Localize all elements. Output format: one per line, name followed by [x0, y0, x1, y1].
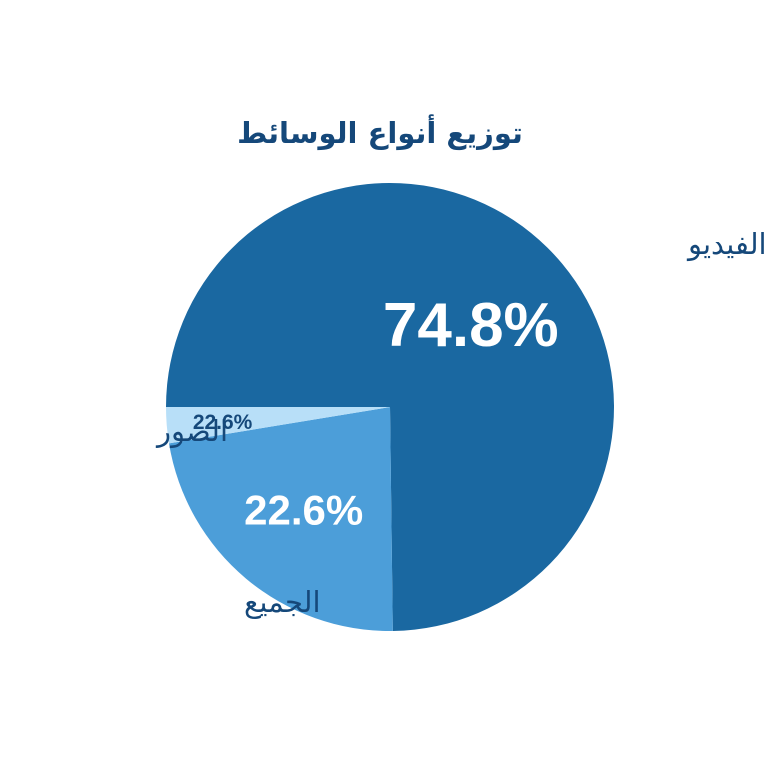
slice-percent-label-1: 74.8%	[383, 291, 559, 360]
chart-title: توزيع أنواع الوسائط	[237, 114, 523, 150]
slice-category-label-1: الفيديو	[686, 227, 767, 261]
slice-percent-label-3: 22.6%	[193, 411, 253, 434]
pie-slice-3	[166, 407, 390, 444]
slice-category-label-3: الصور	[155, 414, 228, 448]
pie-slices	[166, 182, 614, 631]
pie-slice-2	[168, 407, 393, 631]
slice-percent-label-2: 22.6%	[244, 487, 363, 534]
slice-category-label-2: الجميع	[244, 585, 321, 619]
pie-slice-1	[166, 182, 614, 631]
